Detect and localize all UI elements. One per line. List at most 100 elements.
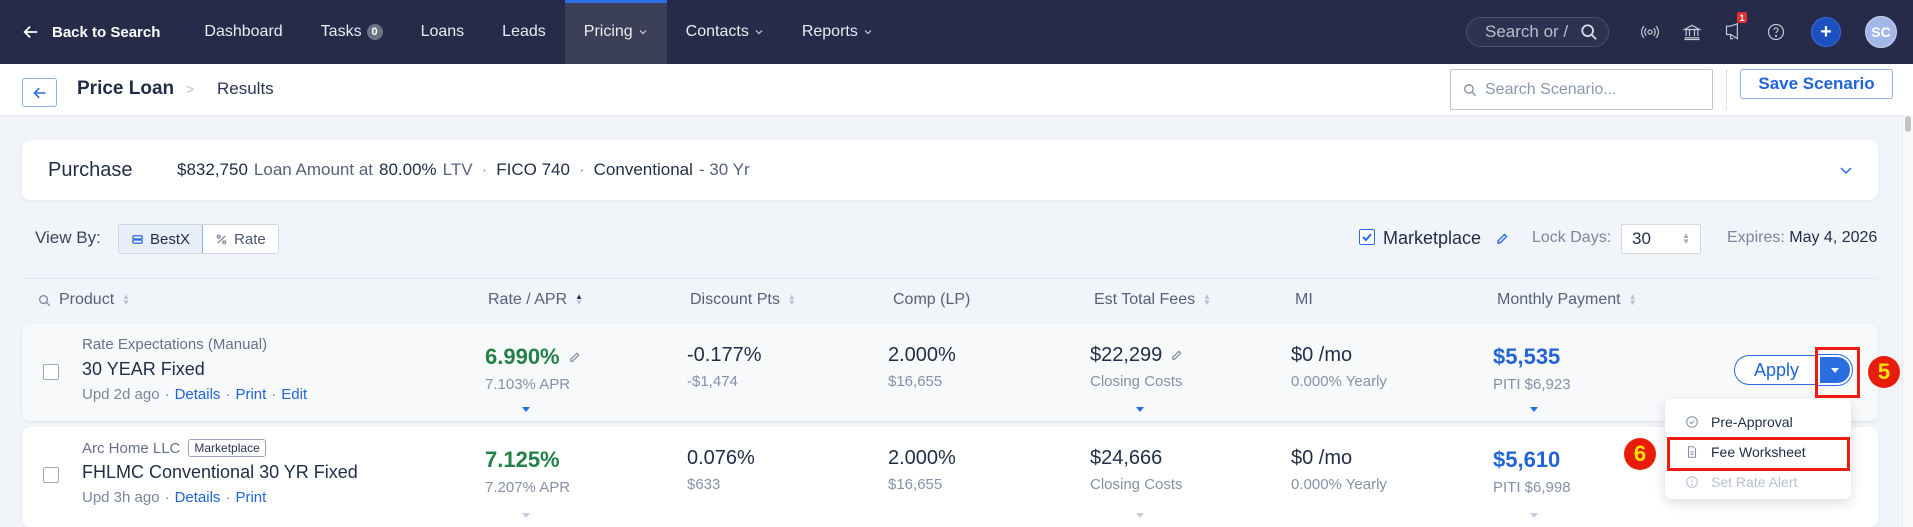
lock-days-select[interactable]: 30 ▲ ▼ bbox=[1621, 224, 1701, 254]
view-by-rate[interactable]: Rate bbox=[203, 225, 278, 253]
discount-pct: -0.177% bbox=[687, 344, 762, 366]
nav-item-pricing[interactable]: Pricing bbox=[564, 0, 667, 64]
document-icon bbox=[1687, 446, 1697, 458]
comp-cell: 2.000% $16,655 bbox=[888, 447, 956, 493]
scrollbar-thumb[interactable] bbox=[1905, 116, 1911, 132]
column-rate-apr[interactable]: Rate / APR ▲ ▼ bbox=[488, 291, 583, 309]
payment-expand-caret-icon[interactable] bbox=[1530, 407, 1538, 412]
global-search-placeholder: Search or / bbox=[1485, 22, 1569, 41]
results-table-header: Product ▲ ▼ Rate / APR ▲ ▼ Discount Pts ▲ ▼… bbox=[22, 278, 1878, 322]
menu-item-fee-worksheet[interactable]: Fee Worksheet bbox=[1665, 437, 1851, 467]
nav-item-leads[interactable]: Leads bbox=[483, 0, 565, 64]
details-link[interactable]: Details bbox=[174, 489, 221, 506]
updated-time: Upd 3h ago bbox=[82, 489, 160, 506]
discount-amount: $633 bbox=[687, 476, 721, 493]
help-icon[interactable] bbox=[1765, 21, 1787, 43]
loan-summary-card[interactable]: Purchase $832,750 Loan Amount at 80.00% … bbox=[22, 140, 1878, 200]
rate-expand-caret-icon[interactable] bbox=[522, 513, 530, 518]
sort-ascending-icon[interactable]: ▲ ▼ bbox=[575, 292, 584, 307]
column-product[interactable]: Product ▲ ▼ bbox=[38, 291, 130, 309]
pencil-icon[interactable] bbox=[1170, 349, 1183, 362]
chevron-down-icon bbox=[864, 30, 872, 35]
payment-value: $5,535 bbox=[1493, 344, 1561, 369]
comp-cell: 2.000% $16,655 bbox=[888, 344, 956, 390]
scenario-search-input[interactable] bbox=[1485, 80, 1705, 99]
table-row[interactable]: Arc Home LLC Marketplace FHLMC Conventio… bbox=[22, 427, 1878, 527]
separator-dot: · bbox=[164, 386, 170, 403]
nav-item-contacts[interactable]: Contacts bbox=[667, 0, 783, 64]
avatar-initials: SC bbox=[1871, 24, 1891, 40]
breadcrumb-current: Results bbox=[217, 79, 274, 98]
broadcast-icon[interactable] bbox=[1639, 21, 1661, 43]
nav-item-tasks[interactable]: Tasks 0 bbox=[302, 0, 402, 64]
rate-value: 7.125% bbox=[485, 447, 560, 472]
megaphone-icon[interactable]: 1 bbox=[1723, 12, 1747, 43]
sort-icon[interactable]: ▲ ▼ bbox=[1203, 292, 1212, 307]
row-select-checkbox[interactable] bbox=[43, 364, 59, 380]
user-avatar[interactable]: SC bbox=[1865, 16, 1897, 48]
column-discount-pts[interactable]: Discount Pts ▲ ▼ bbox=[690, 291, 796, 309]
stack-icon bbox=[132, 234, 143, 244]
chevron-down-icon bbox=[639, 30, 647, 35]
sort-icon[interactable]: ▲ ▼ bbox=[787, 292, 796, 307]
fees-cell: $22,299 Closing Costs bbox=[1090, 344, 1183, 390]
scenario-search-field[interactable] bbox=[1450, 69, 1713, 110]
discount-pct: 0.076% bbox=[687, 447, 755, 469]
pencil-icon[interactable] bbox=[1495, 232, 1509, 246]
nav-item-dashboard[interactable]: Dashboard bbox=[185, 0, 301, 64]
fees-expand-caret-icon[interactable] bbox=[1136, 513, 1144, 518]
lender-label: Rate Expectations (Manual) bbox=[82, 336, 268, 353]
fees-value: $22,299 bbox=[1090, 344, 1163, 366]
sort-icon[interactable]: ▲ ▼ bbox=[1628, 292, 1637, 307]
search-icon[interactable] bbox=[38, 294, 51, 307]
rate-value: 6.990% bbox=[485, 344, 560, 369]
notification-badge: 1 bbox=[1737, 12, 1747, 23]
nav-item-loans[interactable]: Loans bbox=[402, 0, 484, 64]
top-nav: Back to Search Dashboard Tasks 0 Loans Le… bbox=[0, 0, 1913, 64]
row-select-checkbox[interactable] bbox=[43, 467, 59, 483]
comp-pct: 2.000% bbox=[888, 344, 956, 366]
bank-icon[interactable] bbox=[1681, 21, 1703, 43]
chevron-down-icon[interactable] bbox=[1838, 162, 1854, 178]
back-button[interactable] bbox=[22, 78, 57, 107]
save-scenario-button[interactable]: Save Scenario bbox=[1740, 69, 1893, 99]
comp-amount: $16,655 bbox=[888, 373, 943, 390]
nav-right-tools: Search or / 1 + SC bbox=[1466, 12, 1913, 48]
nav-item-label: Dashboard bbox=[204, 23, 283, 40]
product-name: 30 YEAR Fixed bbox=[82, 359, 205, 379]
create-new-button[interactable]: + bbox=[1811, 17, 1841, 47]
details-link[interactable]: Details bbox=[174, 386, 221, 403]
percent-icon bbox=[216, 234, 227, 244]
nav-item-label: Pricing bbox=[583, 23, 633, 40]
view-by-bestx[interactable]: BestX bbox=[118, 225, 204, 253]
edit-link[interactable]: Edit bbox=[281, 386, 308, 403]
scrollbar-track[interactable] bbox=[1902, 115, 1913, 527]
back-to-search-link[interactable]: Back to Search bbox=[0, 0, 160, 64]
apply-button[interactable]: Apply bbox=[1734, 355, 1818, 385]
mi-yearly: 0.000% Yearly bbox=[1291, 476, 1387, 493]
fees-cell: $24,666 Closing Costs bbox=[1090, 447, 1183, 493]
rate-expand-caret-icon[interactable] bbox=[522, 407, 530, 412]
print-link[interactable]: Print bbox=[235, 489, 267, 506]
table-row[interactable]: Rate Expectations (Manual) 30 YEAR Fixed… bbox=[22, 324, 1878, 421]
marketplace-checkbox[interactable] bbox=[1359, 229, 1375, 245]
column-est-total-fees[interactable]: Est Total Fees ▲ ▼ bbox=[1094, 291, 1211, 309]
nav-item-reports[interactable]: Reports bbox=[783, 0, 892, 64]
apply-button-group: Apply bbox=[1734, 354, 1853, 386]
column-monthly-payment[interactable]: Monthly Payment ▲ ▼ bbox=[1497, 291, 1637, 309]
back-to-search-label: Back to Search bbox=[52, 23, 161, 41]
spinner-arrows-icon: ▲ ▼ bbox=[1682, 231, 1690, 246]
menu-item-pre-approval[interactable]: Pre-Approval bbox=[1665, 407, 1851, 437]
global-search-input[interactable]: Search or / bbox=[1466, 17, 1609, 47]
fees-expand-caret-icon[interactable] bbox=[1136, 407, 1144, 412]
view-by-bestx-label: BestX bbox=[150, 230, 191, 248]
payment-expand-caret-icon[interactable] bbox=[1530, 513, 1538, 518]
print-link[interactable]: Print bbox=[235, 386, 267, 403]
lock-days-label: Lock Days: bbox=[1532, 229, 1612, 246]
marketplace-tag: Marketplace bbox=[188, 439, 266, 457]
apply-dropdown-toggle[interactable] bbox=[1817, 354, 1853, 386]
menu-item-label: Fee Worksheet bbox=[1711, 444, 1806, 460]
column-label: MI bbox=[1295, 291, 1313, 308]
sort-icon[interactable]: ▲ ▼ bbox=[122, 292, 131, 307]
pencil-icon[interactable] bbox=[568, 351, 581, 364]
